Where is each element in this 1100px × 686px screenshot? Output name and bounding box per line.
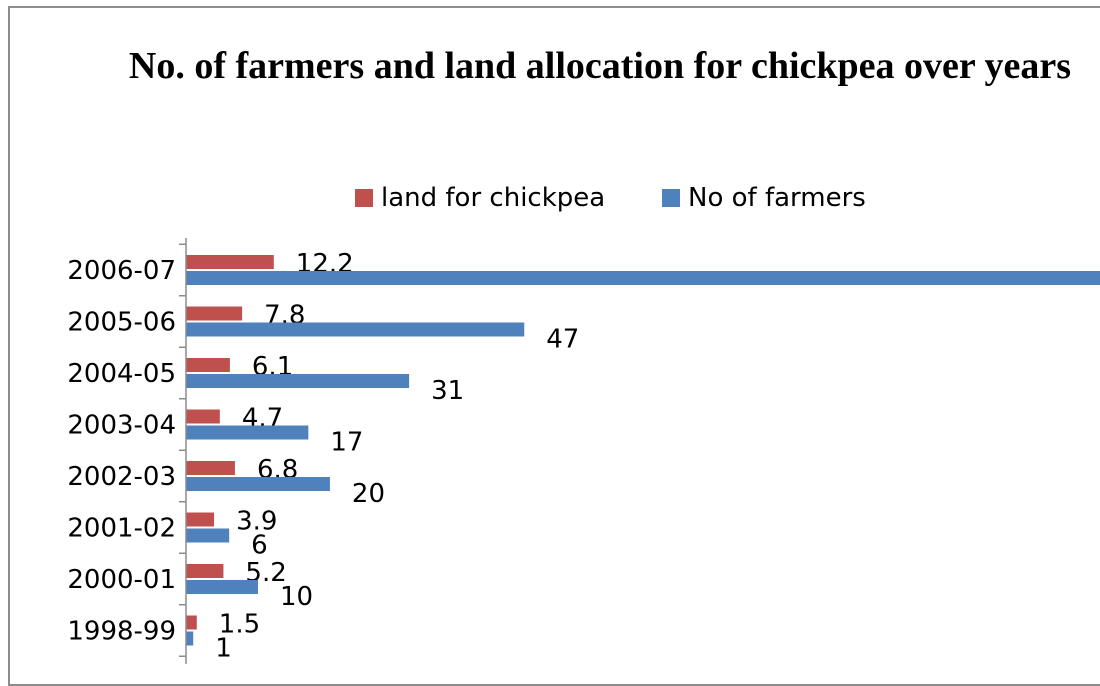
data-label-no-of-farmers: 10 bbox=[280, 582, 313, 612]
data-label-no-of-farmers: 1 bbox=[215, 634, 232, 664]
legend-swatch-farmers bbox=[662, 189, 680, 207]
bar-no-of-farmers bbox=[186, 631, 194, 646]
data-label-no-of-farmers: 6 bbox=[251, 531, 268, 561]
y-tick-label: 2002-03 bbox=[67, 462, 176, 492]
bar-no-of-farmers bbox=[186, 374, 410, 388]
y-tick-label: 2005-06 bbox=[67, 308, 176, 338]
data-label-no-of-farmers: 17 bbox=[330, 428, 363, 458]
bar-land-for-chickpea bbox=[186, 512, 215, 527]
bar-land-for-chickpea bbox=[186, 461, 235, 475]
data-label-land-for-chickpea: 2.0 bbox=[222, 661, 263, 664]
data-label-land-for-chickpea: 3.9 bbox=[236, 507, 277, 537]
y-tick-label: 2004-05 bbox=[67, 359, 176, 389]
y-tick-label: 1998-99 bbox=[67, 617, 176, 647]
chart-title: No. of farmers and land allocation for c… bbox=[128, 45, 1072, 87]
bar-land-for-chickpea bbox=[186, 358, 230, 372]
y-tick-label: 2003-04 bbox=[67, 411, 176, 441]
bar-land-for-chickpea bbox=[186, 306, 243, 321]
legend-label-land: land for chickpea bbox=[381, 183, 606, 213]
bar-no-of-farmers bbox=[186, 528, 230, 543]
legend-label-farmers: No of farmers bbox=[688, 183, 866, 213]
data-label-no-of-farmers: 31 bbox=[431, 376, 464, 406]
bar-no-of-farmers bbox=[186, 271, 1100, 285]
bar-no-of-farmers bbox=[186, 477, 330, 491]
legend-item-farmers: No of farmers bbox=[662, 180, 866, 216]
y-tick-label: 2006-07 bbox=[67, 256, 176, 286]
legend-swatch-land bbox=[355, 189, 373, 207]
bar-no-of-farmers bbox=[186, 322, 525, 337]
bar-land-for-chickpea bbox=[186, 409, 220, 424]
data-label-no-of-farmers: 47 bbox=[546, 325, 579, 355]
bar-no-of-farmers bbox=[186, 425, 309, 440]
chart-legend: land for chickpea No of farmers bbox=[0, 180, 1100, 216]
y-tick-label: 2000-01 bbox=[67, 565, 176, 595]
bar-land-for-chickpea bbox=[186, 255, 274, 269]
bar-land-for-chickpea bbox=[186, 564, 224, 578]
data-label-land-for-chickpea: 1.5 bbox=[219, 610, 260, 640]
data-label-no-of-farmers: 20 bbox=[352, 479, 385, 509]
bar-no-of-farmers bbox=[186, 580, 258, 594]
bar-land-for-chickpea bbox=[186, 615, 197, 630]
y-tick-label: 2001-02 bbox=[67, 514, 176, 544]
legend-item-land: land for chickpea bbox=[355, 180, 605, 216]
